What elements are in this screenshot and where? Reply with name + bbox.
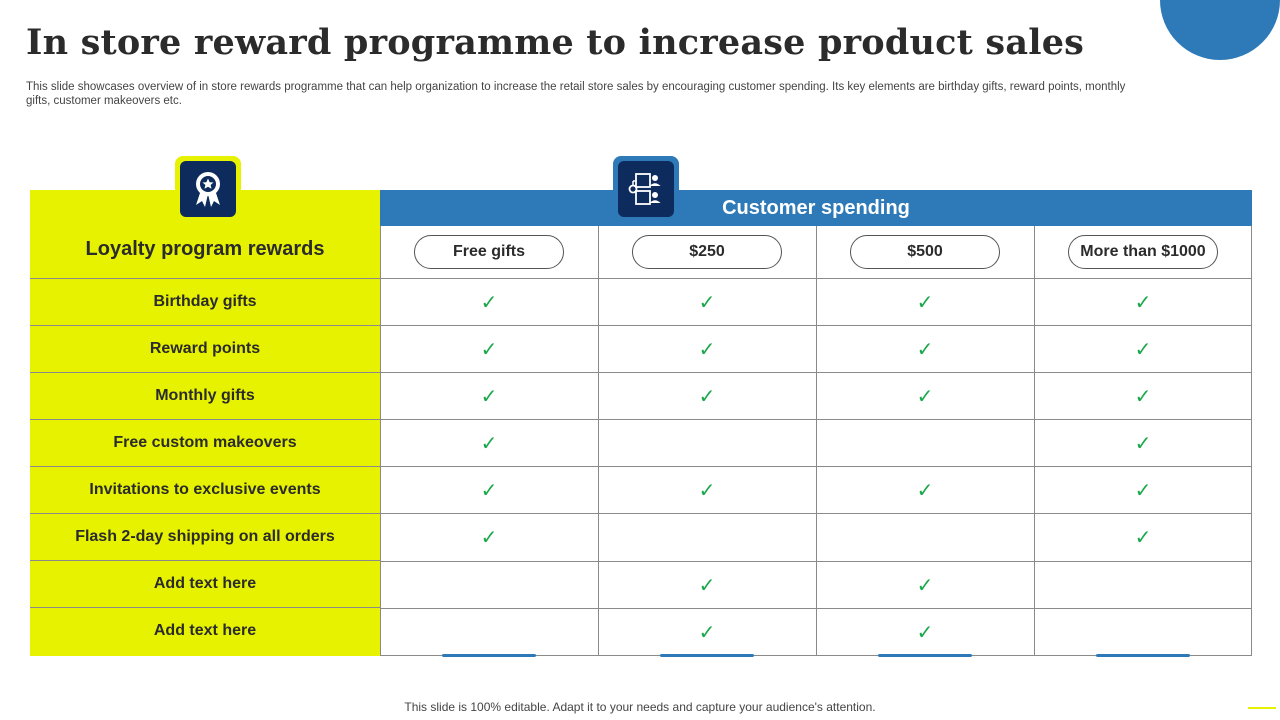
- decorative-tab: [878, 654, 972, 657]
- decorative-corner-circle: [1160, 0, 1280, 60]
- decorative-tab: [1096, 654, 1190, 657]
- check-mark-icon: ✓: [698, 336, 716, 361]
- check-mark-icon: ✓: [916, 477, 934, 502]
- decorative-tab: [660, 654, 754, 657]
- row-divider: [380, 608, 1252, 609]
- check-mark-icon: ✓: [698, 572, 716, 597]
- column-header-cell: Free gifts: [380, 226, 598, 278]
- check-mark-icon: ✓: [1134, 383, 1152, 408]
- page-subtitle: This slide showcases overview of in stor…: [26, 81, 1126, 107]
- check-mark-icon: ✓: [698, 289, 716, 314]
- award-ribbon-icon: [196, 172, 220, 207]
- rewards-column: Loyalty program rewards Birthday gifts R…: [30, 190, 380, 656]
- check-mark-icon: ✓: [916, 619, 934, 644]
- row-divider: [380, 372, 1252, 373]
- check-mark-icon: ✓: [1134, 524, 1152, 549]
- check-mark-icon: ✓: [480, 524, 498, 549]
- check-mark-icon: ✓: [1134, 289, 1152, 314]
- check-mark-icon: ✓: [1134, 430, 1152, 455]
- row-divider: [380, 513, 1252, 514]
- row-divider: [380, 419, 1252, 420]
- row-divider: [380, 325, 1252, 326]
- check-mark-icon: ✓: [480, 383, 498, 408]
- decorative-tab: [442, 654, 536, 657]
- row-label: Flash 2-day shipping on all orders: [30, 513, 380, 560]
- column-divider: [816, 226, 817, 656]
- row-label: Free custom makeovers: [30, 419, 380, 466]
- row-label: Add text here: [30, 607, 380, 654]
- customer-flow-icon: [628, 173, 661, 205]
- spending-badge: [613, 156, 679, 222]
- check-mark-icon: ✓: [698, 383, 716, 408]
- check-mark-icon: ✓: [916, 289, 934, 314]
- check-mark-icon: ✓: [698, 477, 716, 502]
- column-header-free-gifts: Free gifts: [414, 235, 564, 269]
- check-mark-icon: ✓: [480, 430, 498, 455]
- check-mark-icon: ✓: [916, 336, 934, 361]
- page-title: In store reward programme to increase pr…: [26, 22, 1085, 63]
- row-label: Monthly gifts: [30, 372, 380, 419]
- check-mark-icon: ✓: [480, 477, 498, 502]
- check-mark-icon: ✓: [916, 572, 934, 597]
- row-label: Invitations to exclusive events: [30, 466, 380, 513]
- column-header-250: $250: [632, 235, 782, 269]
- column-header-cell: More than $1000: [1034, 226, 1252, 278]
- customer-spending-header: Customer spending: [380, 190, 1252, 226]
- check-mark-icon: ✓: [1134, 477, 1152, 502]
- row-divider: [380, 561, 1252, 562]
- row-divider: [380, 278, 1252, 279]
- row-label: Birthday gifts: [30, 278, 380, 325]
- column-divider: [598, 226, 599, 656]
- row-label: Add text here: [30, 560, 380, 607]
- check-mark-icon: ✓: [480, 289, 498, 314]
- column-header-500: $500: [850, 235, 1000, 269]
- check-mark-icon: ✓: [916, 383, 934, 408]
- column-header-cell: $250: [598, 226, 816, 278]
- column-header-more-than-1000: More than $1000: [1068, 235, 1218, 269]
- footer-note: This slide is 100% editable. Adapt it to…: [404, 700, 876, 714]
- check-mark-icon: ✓: [1134, 336, 1152, 361]
- column-divider: [1034, 226, 1035, 656]
- row-label: Reward points: [30, 325, 380, 372]
- decorative-dash: [1248, 707, 1276, 709]
- rewards-column-header: Loyalty program rewards: [85, 238, 325, 260]
- row-divider: [380, 466, 1252, 467]
- column-header-cell: $500: [816, 226, 1034, 278]
- check-mark-icon: ✓: [698, 619, 716, 644]
- check-mark-icon: ✓: [480, 336, 498, 361]
- award-badge: [175, 156, 241, 222]
